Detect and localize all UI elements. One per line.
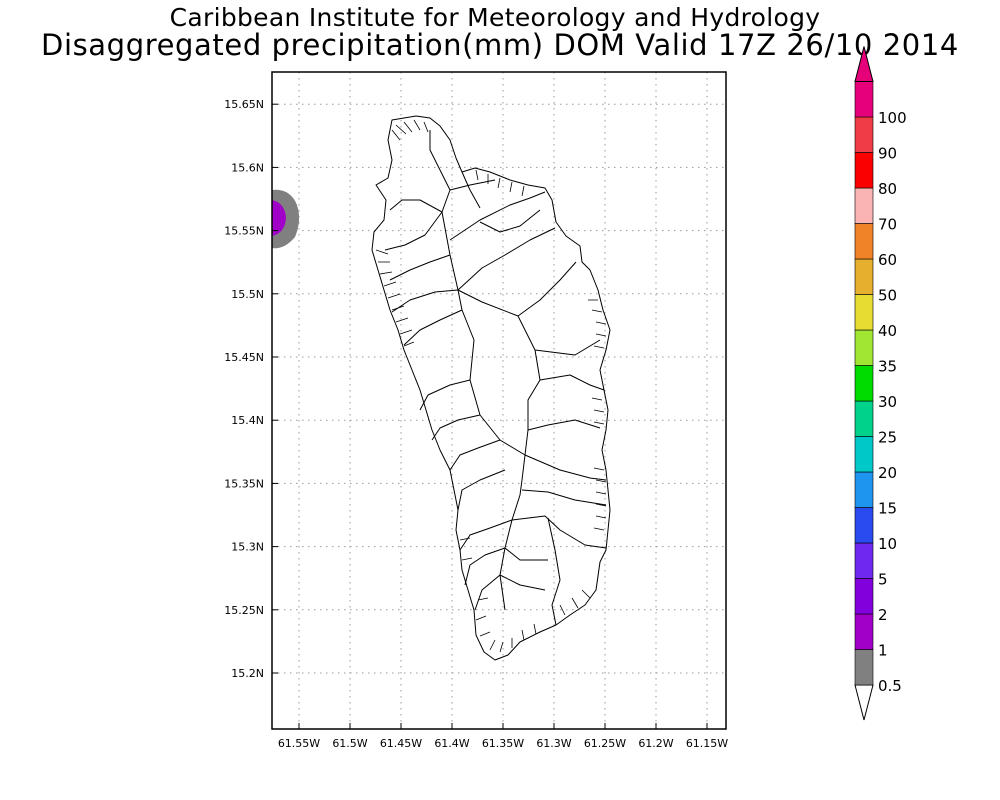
- lat-tick-label: 15.6N: [231, 161, 264, 174]
- colorbar-level-label: 70: [878, 216, 897, 234]
- longitude-labels: 61.55W 61.5W 61.45W 61.4W 61.35W 61.3W 61.25W 6…: [278, 723, 728, 750]
- lon-tick-label: 61.2W: [638, 737, 673, 750]
- lon-tick-label: 61.55W: [278, 737, 320, 750]
- lon-tick-label: 61.25W: [584, 737, 626, 750]
- colorbar-segment: [854, 649, 874, 686]
- colorbar-segment: [854, 507, 874, 544]
- colorbar-level-label: 80: [878, 180, 897, 198]
- colorbar-level-label: 2: [878, 606, 888, 624]
- colorbar-over-triangle: [854, 46, 874, 82]
- colorbar-level-label: 60: [878, 251, 897, 269]
- colorbar-segment: [854, 258, 874, 295]
- colorbar-level-label: 1: [878, 642, 888, 660]
- colorbar-level-label: 50: [878, 287, 897, 305]
- colorbar-level-label: 10: [878, 535, 897, 553]
- colorbar-level-label: 90: [878, 145, 897, 163]
- chart-title-institute: Caribbean Institute for Meteorology and …: [169, 3, 821, 32]
- colorbar-under-triangle: [854, 684, 874, 721]
- colorbar-level-label: 5: [878, 571, 888, 589]
- watershed-boundary: [511, 454, 607, 549]
- colorbar-segment: [854, 152, 874, 189]
- dominica-island: [371, 115, 611, 661]
- colorbar-segment: [854, 578, 874, 615]
- colorbar-level-label: 0.5: [878, 677, 902, 695]
- colorbar-segment: [854, 436, 874, 473]
- lon-tick-label: 61.15W: [686, 737, 728, 750]
- colorbar-level-label: 100: [878, 109, 907, 127]
- watershed-boundary: [461, 171, 541, 233]
- grid-lines: [272, 72, 726, 729]
- watershed-boundary: [384, 199, 459, 313]
- lat-tick-label: 15.45N: [224, 351, 264, 364]
- watershed-boundary: [457, 469, 513, 611]
- colorbar-segment: [854, 613, 874, 650]
- lon-tick-label: 61.45W: [380, 737, 422, 750]
- colorbar-level-label: 30: [878, 393, 897, 411]
- lat-tick-label: 15.65N: [224, 98, 264, 111]
- watershed-boundary: [524, 349, 605, 456]
- ridge-divide: [441, 211, 526, 611]
- lat-tick-label: 15.35N: [224, 477, 264, 490]
- colorbar-segment: [854, 294, 874, 331]
- colorbar-level-label: 25: [878, 429, 897, 447]
- watershed-boundary: [457, 227, 601, 356]
- colorbar-segment: [854, 223, 874, 260]
- watershed-boundary: [429, 130, 546, 241]
- colorbar-segment: [854, 116, 874, 153]
- lon-tick-label: 61.3W: [536, 737, 571, 750]
- colorbar-level-label: 40: [878, 322, 897, 340]
- lon-tick-label: 61.4W: [434, 737, 469, 750]
- watershed-boundary: [499, 517, 561, 626]
- colorbar-level-label: 35: [878, 358, 897, 376]
- lat-tick-label: 15.2N: [231, 667, 264, 680]
- colorbar-segment: [854, 400, 874, 437]
- latitude-labels: 15.2N 15.25N 15.3N 15.35N 15.4N 15.45N 15.5N 15…: [224, 98, 278, 680]
- colorbar-level-label: 15: [878, 500, 897, 518]
- lat-tick-label: 15.5N: [231, 288, 264, 301]
- island-coastline: [371, 115, 611, 661]
- coastal-drainage-ticks: [375, 119, 607, 653]
- watershed-boundary: [403, 309, 501, 471]
- lon-tick-label: 61.35W: [482, 737, 524, 750]
- colorbar-segment: [854, 329, 874, 366]
- lat-tick-label: 15.25N: [224, 604, 264, 617]
- chart-title-product: Disaggregated precipitation(mm) DOM Vali…: [41, 28, 959, 62]
- colorbar-segment: [854, 471, 874, 508]
- colorbar-segment: [854, 542, 874, 579]
- lon-tick-label: 61.5W: [332, 737, 367, 750]
- plot-frame: [271, 71, 727, 730]
- lat-tick-label: 15.55N: [224, 225, 264, 238]
- lat-tick-label: 15.3N: [231, 541, 264, 554]
- precip-cell-1mm: [272, 200, 286, 236]
- colorbar-segment: [854, 365, 874, 402]
- colorbar-level-label: 20: [878, 464, 897, 482]
- lat-tick-label: 15.4N: [231, 414, 264, 427]
- colorbar-segment: [854, 187, 874, 224]
- colorbar-segment: [854, 81, 874, 118]
